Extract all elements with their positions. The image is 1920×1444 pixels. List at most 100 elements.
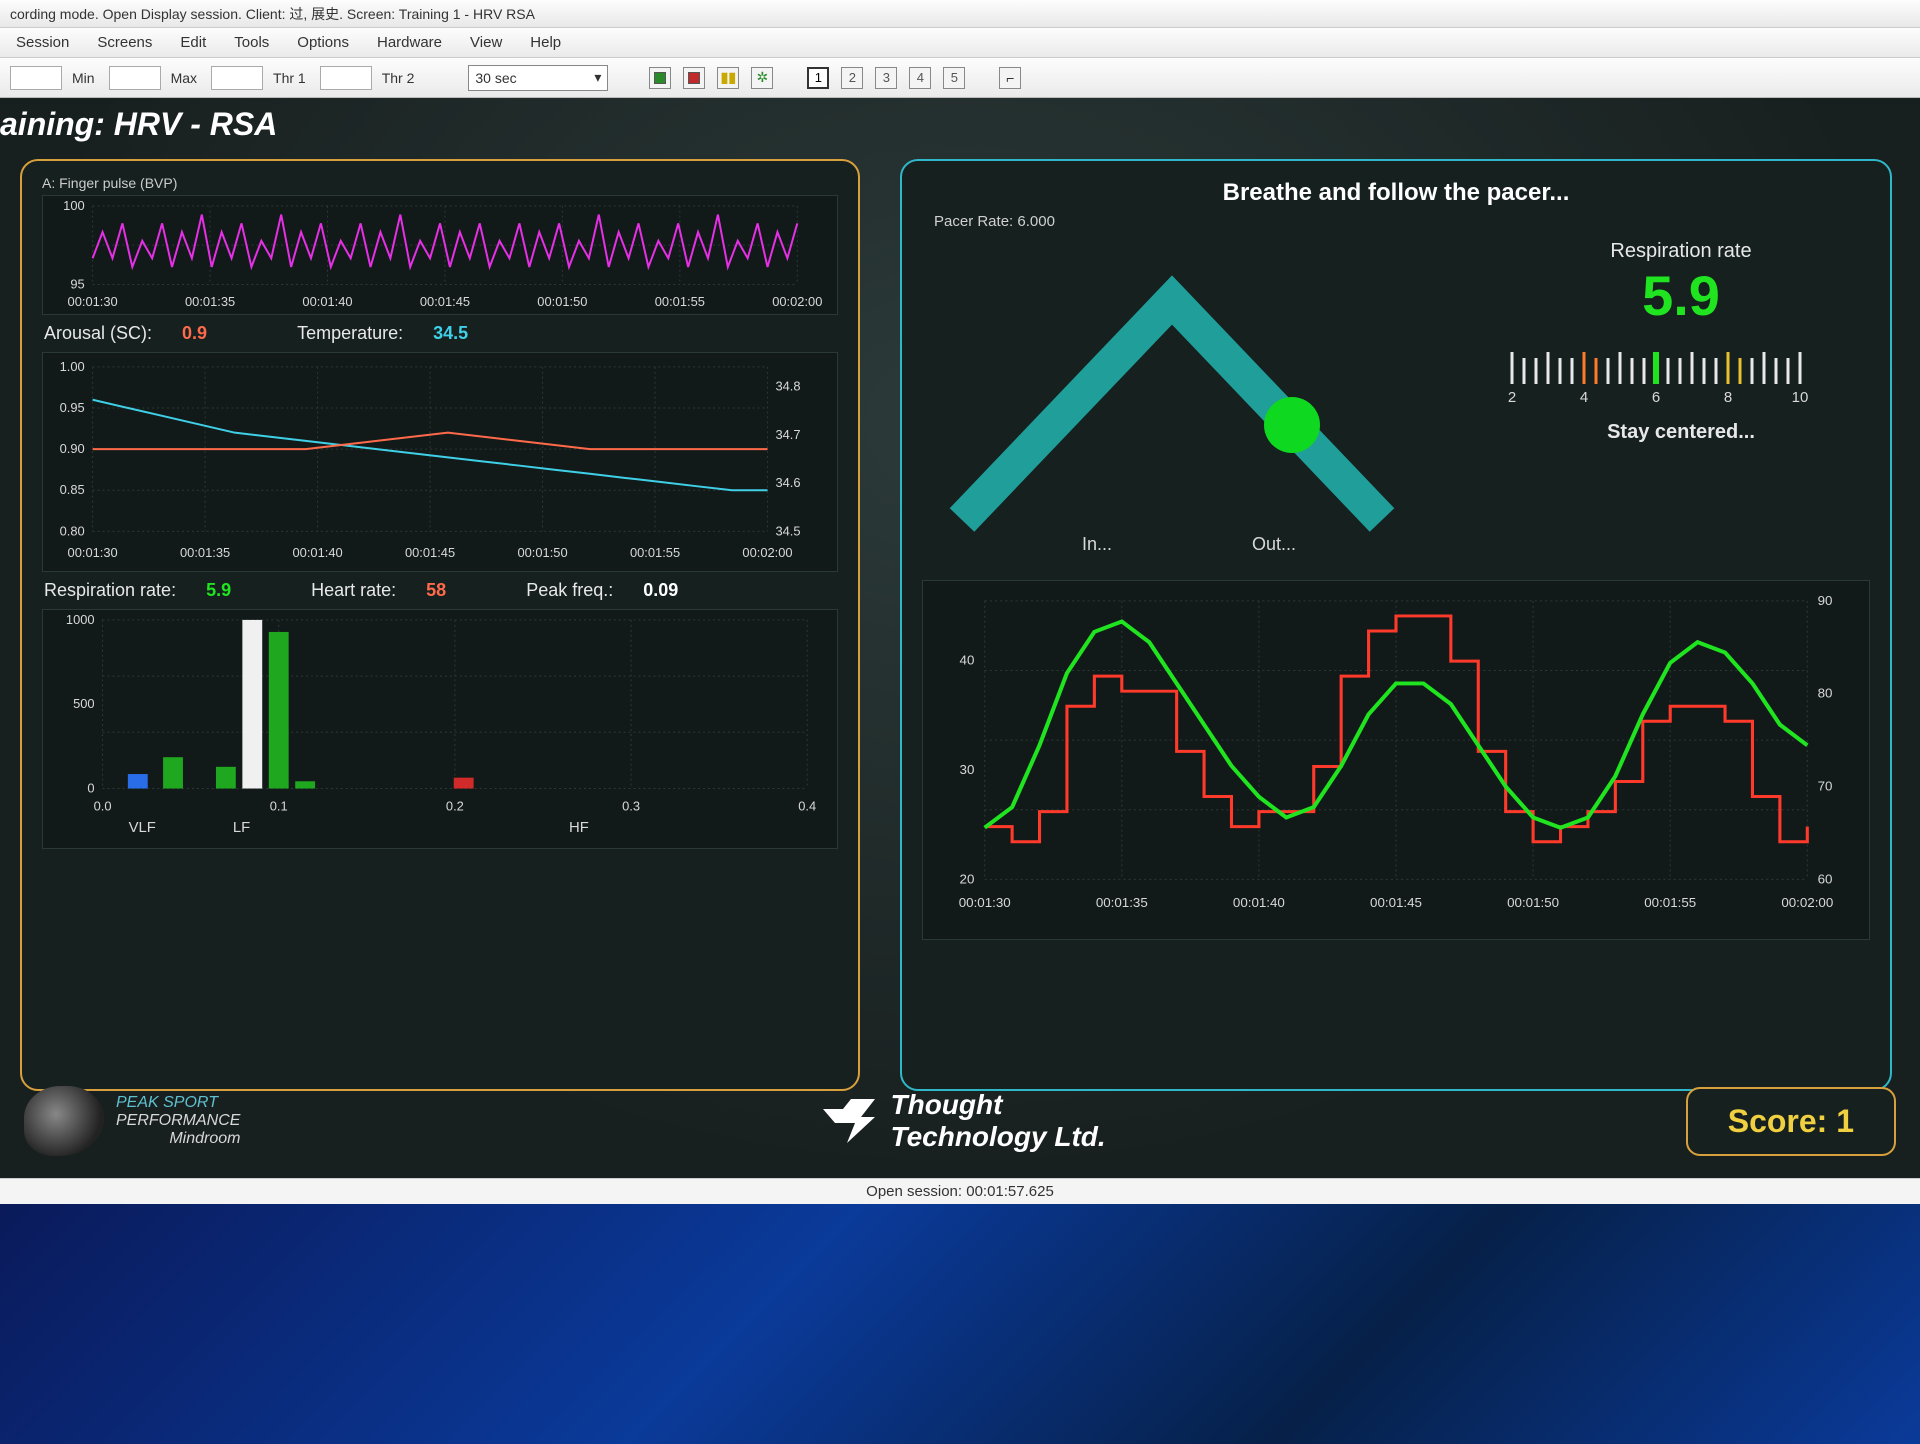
svg-text:VLF: VLF — [129, 820, 156, 836]
svg-text:10: 10 — [1792, 389, 1809, 406]
score-box: Score: 1 — [1686, 1087, 1896, 1156]
page-2-button[interactable]: 2 — [841, 67, 863, 89]
thr2-spinner[interactable] — [320, 66, 372, 90]
peak-value: 0.09 — [643, 580, 678, 601]
svg-text:0.90: 0.90 — [60, 441, 85, 456]
toolbar: Min Max Thr 1 Thr 2 30 sec ▾ ▮▮ ✲ 1 2 3 … — [0, 58, 1920, 98]
menu-options[interactable]: Options — [297, 34, 349, 51]
page-3-button[interactable]: 3 — [875, 67, 897, 89]
svg-text:0.4: 0.4 — [798, 798, 816, 813]
page-1-button[interactable]: 1 — [807, 67, 829, 89]
svg-text:34.5: 34.5 — [775, 523, 800, 538]
max-spinner[interactable] — [109, 66, 161, 90]
svg-text:34.8: 34.8 — [775, 379, 800, 394]
marker-button[interactable]: ✲ — [751, 67, 773, 89]
menu-hardware[interactable]: Hardware — [377, 34, 442, 51]
pacer-rate: Pacer Rate: 6.000 — [934, 213, 1870, 230]
dual-chart: 0.800.850.900.951.0034.534.634.734.800:0… — [42, 352, 838, 572]
thr1-label: Thr 1 — [273, 70, 306, 86]
thr1-spinner[interactable] — [211, 66, 263, 90]
stay-centered: Stay centered... — [1492, 421, 1870, 444]
menu-help[interactable]: Help — [530, 34, 561, 51]
menu-edit[interactable]: Edit — [180, 34, 206, 51]
svg-text:0.80: 0.80 — [60, 523, 85, 538]
timescale-dropdown[interactable]: 30 sec ▾ — [468, 65, 608, 91]
svg-text:500: 500 — [73, 696, 94, 711]
svg-text:34.6: 34.6 — [775, 475, 800, 490]
menu-view[interactable]: View — [470, 34, 502, 51]
svg-text:0.0: 0.0 — [94, 798, 112, 813]
page-5-button[interactable]: 5 — [943, 67, 965, 89]
head-icon — [24, 1086, 104, 1156]
hr-value: 58 — [426, 580, 446, 601]
svg-text:00:01:50: 00:01:50 — [537, 294, 587, 309]
svg-text:34.7: 34.7 — [775, 427, 800, 442]
svg-text:00:02:00: 00:02:00 — [772, 294, 822, 309]
pause-button[interactable]: ▮▮ — [717, 67, 739, 89]
svg-text:00:01:35: 00:01:35 — [185, 294, 235, 309]
record-button[interactable] — [649, 67, 671, 89]
svg-text:00:01:35: 00:01:35 — [180, 545, 230, 560]
menubar: Session Screens Edit Tools Options Hardw… — [0, 28, 1920, 58]
bvp-title: A: Finger pulse (BVP) — [42, 175, 838, 191]
svg-text:20: 20 — [960, 872, 975, 887]
stop-button[interactable] — [683, 67, 705, 89]
svg-text:1.00: 1.00 — [60, 359, 85, 374]
desktop-background — [0, 1204, 1920, 1444]
svg-text:00:01:30: 00:01:30 — [68, 294, 118, 309]
tt-line1: Thought — [891, 1089, 1106, 1121]
svg-text:00:02:00: 00:02:00 — [1781, 895, 1833, 910]
brand-line2: PERFORMANCE — [116, 1112, 240, 1130]
svg-text:2: 2 — [1508, 389, 1516, 406]
statusbar: Open session: 00:01:57.625 — [0, 1178, 1920, 1204]
brand-tt: Thought Technology Ltd. — [821, 1089, 1106, 1153]
thr2-label: Thr 2 — [382, 70, 415, 86]
timescale-value: 30 sec — [475, 70, 516, 86]
svg-text:0: 0 — [87, 780, 94, 795]
svg-text:00:01:50: 00:01:50 — [1507, 895, 1559, 910]
svg-text:60: 60 — [1818, 872, 1833, 887]
svg-text:00:01:40: 00:01:40 — [293, 545, 343, 560]
svg-text:00:01:45: 00:01:45 — [1370, 895, 1422, 910]
status-text: Open session: 00:01:57.625 — [866, 1183, 1054, 1200]
svg-text:0.1: 0.1 — [270, 798, 288, 813]
temp-label: Temperature: — [297, 323, 403, 344]
svg-text:0.95: 0.95 — [60, 400, 85, 415]
resp-scale: 246810 — [1492, 348, 1812, 408]
svg-text:LF: LF — [233, 820, 250, 836]
page-4-button[interactable]: 4 — [909, 67, 931, 89]
svg-text:HF: HF — [569, 820, 589, 836]
min-spinner[interactable] — [10, 66, 62, 90]
max-label: Max — [171, 70, 197, 86]
resprate-label: Respiration rate: — [44, 580, 176, 601]
svg-text:6: 6 — [1652, 389, 1660, 406]
svg-text:00:01:35: 00:01:35 — [1096, 895, 1148, 910]
window-title: cording mode. Open Display session. Clie… — [10, 6, 535, 22]
svg-text:1000: 1000 — [66, 612, 95, 627]
menu-tools[interactable]: Tools — [234, 34, 269, 51]
svg-text:00:01:55: 00:01:55 — [630, 545, 680, 560]
peak-label: Peak freq.: — [526, 580, 613, 601]
svg-text:95: 95 — [70, 276, 84, 291]
app-body: aining: HRV - RSA A: Finger pulse (BVP) … — [0, 98, 1920, 1178]
pacer-chart: 2030406070809000:01:3000:01:3500:01:4000… — [922, 580, 1870, 940]
svg-text:00:01:50: 00:01:50 — [517, 545, 567, 560]
window-titlebar: cording mode. Open Display session. Clie… — [0, 0, 1920, 28]
resprate-value: 5.9 — [206, 580, 231, 601]
brand-mindroom: PEAK SPORT PERFORMANCE Mindroom — [24, 1086, 240, 1156]
in-label: In... — [1082, 534, 1112, 554]
svg-text:00:01:30: 00:01:30 — [959, 895, 1011, 910]
svg-text:80: 80 — [1818, 686, 1833, 701]
right-panel: Breathe and follow the pacer... Pacer Ra… — [900, 159, 1892, 1091]
svg-text:0.2: 0.2 — [446, 798, 464, 813]
svg-text:30: 30 — [960, 762, 975, 777]
out-label: Out... — [1252, 534, 1296, 554]
layout-button[interactable]: ⌐ — [999, 67, 1021, 89]
menu-session[interactable]: Session — [16, 34, 69, 51]
min-label: Min — [72, 70, 95, 86]
tt-logo-icon — [821, 1097, 877, 1145]
bvp-chart: 9510000:01:3000:01:3500:01:4000:01:4500:… — [42, 195, 838, 315]
menu-screens[interactable]: Screens — [97, 34, 152, 51]
svg-text:00:01:30: 00:01:30 — [68, 545, 118, 560]
svg-text:00:01:45: 00:01:45 — [405, 545, 455, 560]
